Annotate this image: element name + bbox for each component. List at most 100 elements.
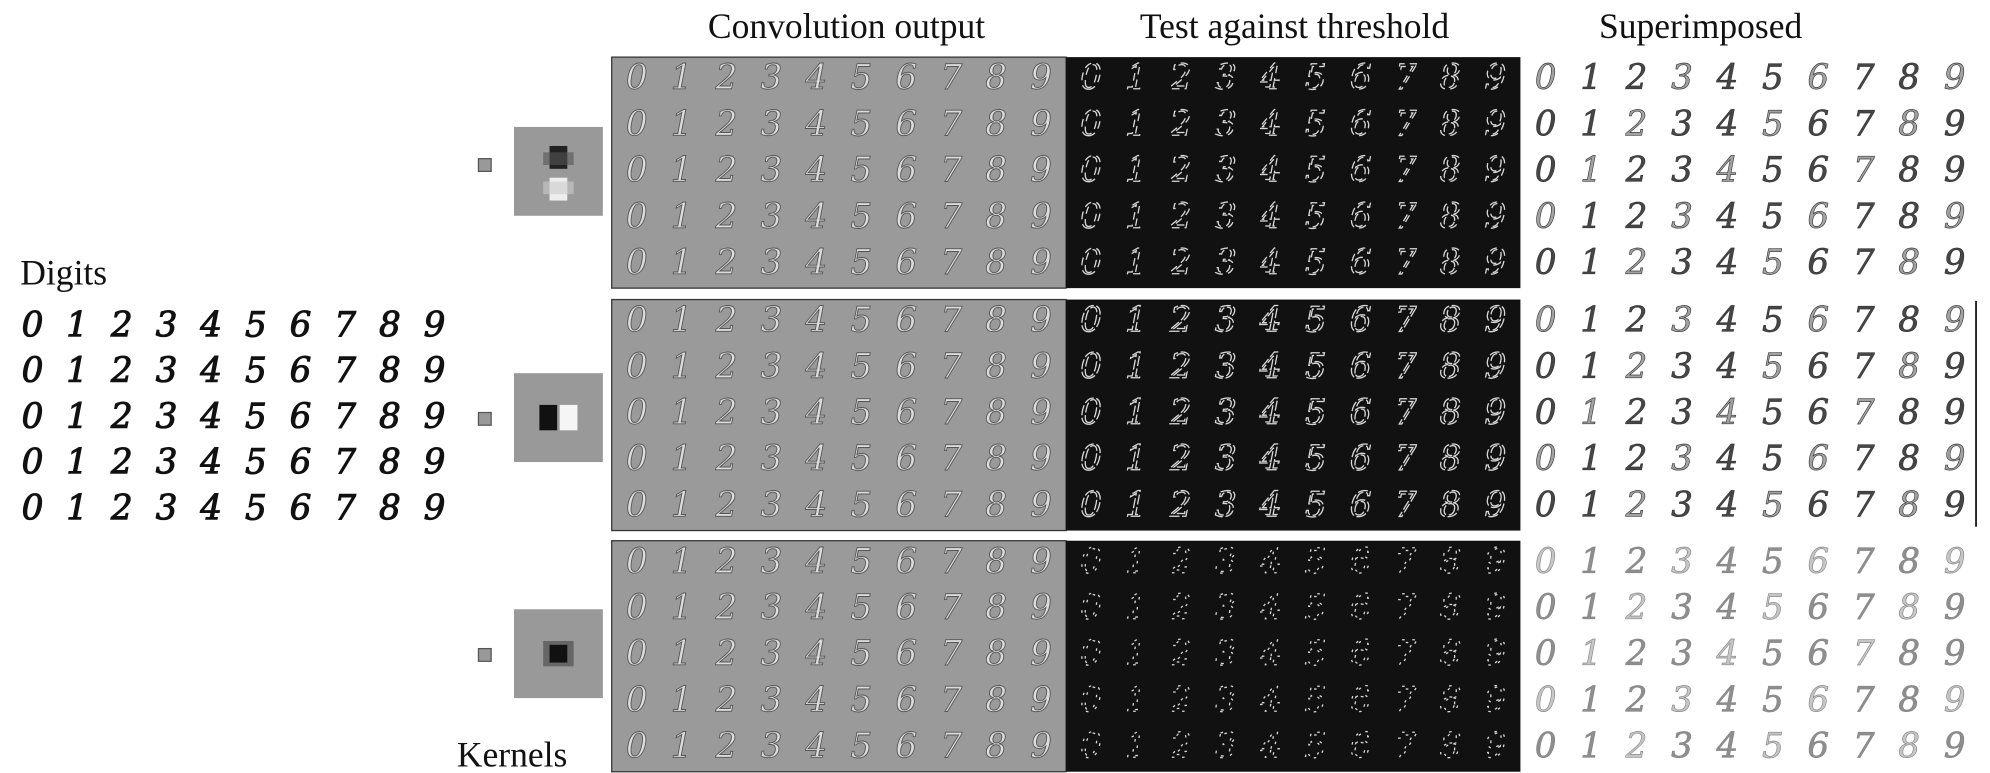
digit: 4: [805, 104, 828, 144]
digit: 9: [1030, 243, 1052, 283]
digit: 4: [805, 243, 828, 283]
digit: 4: [1259, 680, 1282, 720]
digit: 4: [1716, 393, 1739, 433]
digit: 9: [1485, 301, 1507, 341]
digit: 6: [895, 439, 917, 479]
digit: 5: [1305, 243, 1327, 283]
digit: 5: [1762, 243, 1784, 283]
digit: 4: [1716, 727, 1739, 767]
digit: 9: [424, 397, 446, 437]
digit: 7: [1853, 542, 1875, 582]
digit: 6: [1350, 151, 1372, 191]
digit: 3: [761, 347, 783, 387]
digit: 4: [1259, 58, 1282, 98]
digit: 8: [985, 347, 1007, 387]
digit: 1: [671, 151, 693, 191]
digit: 0: [22, 443, 44, 483]
digit: 8: [1898, 197, 1920, 237]
digit: 7: [940, 485, 962, 525]
digit: 2: [1169, 680, 1192, 720]
digit: 7: [940, 680, 962, 720]
digit: 6: [895, 588, 917, 628]
digit: 7: [1395, 485, 1417, 525]
digit: 9: [1944, 347, 1966, 387]
digit: 3: [1671, 151, 1693, 191]
digit: 8: [1440, 104, 1462, 144]
digit: 0: [1080, 485, 1102, 525]
digit: 1: [1580, 104, 1602, 144]
digit: 9: [1485, 727, 1507, 767]
digit: 6: [290, 351, 312, 391]
digit: 4: [1259, 151, 1282, 191]
digit: 2: [1625, 485, 1648, 525]
digit: 5: [1305, 347, 1327, 387]
digit: 0: [1535, 301, 1557, 341]
digit: 9: [1485, 542, 1507, 582]
digit: 9: [1030, 439, 1052, 479]
digit: 4: [1716, 347, 1739, 387]
digit: 7: [940, 151, 962, 191]
digit: 9: [1485, 439, 1507, 479]
digit: 4: [1259, 727, 1282, 767]
digit: 3: [1671, 439, 1693, 479]
digit: 6: [1807, 727, 1829, 767]
digit: 1: [671, 727, 693, 767]
digit: 2: [715, 151, 738, 191]
digit: 0: [626, 542, 648, 582]
digit: 8: [985, 197, 1007, 237]
digit: 6: [1807, 439, 1829, 479]
digit: 6: [1350, 393, 1372, 433]
digit: 3: [761, 58, 783, 98]
digit: 8: [985, 301, 1007, 341]
digit: 6: [1807, 301, 1829, 341]
digit: 5: [1305, 439, 1327, 479]
digit: 8: [379, 351, 401, 391]
digit: 0: [1535, 634, 1557, 674]
digit: 4: [1716, 301, 1739, 341]
digit: 0: [626, 301, 648, 341]
digit: 0: [1535, 680, 1557, 720]
digit: 5: [1762, 151, 1784, 191]
digit: 5: [850, 197, 872, 237]
digit: 3: [156, 351, 178, 391]
digit: 7: [334, 397, 356, 437]
digit: 5: [1305, 197, 1327, 237]
digit: 2: [1625, 347, 1648, 387]
digit: 3: [761, 243, 783, 283]
digit: 1: [671, 485, 693, 525]
digit: 6: [1350, 58, 1372, 98]
digit: 7: [1395, 588, 1417, 628]
digit: 0: [22, 351, 44, 391]
digit: 1: [671, 439, 693, 479]
digit: 5: [1305, 634, 1327, 674]
digit: 3: [1215, 542, 1237, 582]
digit: 3: [156, 397, 178, 437]
digit: 8: [1898, 151, 1920, 191]
digit: 3: [1671, 588, 1693, 628]
digit: 9: [1944, 58, 1966, 98]
digit: 7: [1395, 104, 1417, 144]
digit: 9: [1944, 393, 1966, 433]
digit: 8: [985, 634, 1007, 674]
digit: 7: [1853, 243, 1875, 283]
kernel: [478, 373, 602, 462]
digit: 0: [1535, 347, 1557, 387]
digit: 0: [1535, 727, 1557, 767]
digit: 6: [895, 485, 917, 525]
digit: 3: [761, 680, 783, 720]
digit: 0: [1080, 151, 1102, 191]
digit: 3: [761, 104, 783, 144]
digit: 3: [761, 439, 783, 479]
digit: 3: [1671, 197, 1693, 237]
digit: 7: [334, 488, 356, 528]
digit: 7: [1853, 301, 1875, 341]
digit: 4: [1259, 588, 1282, 628]
digit: 2: [1625, 301, 1648, 341]
digit: 9: [1030, 301, 1052, 341]
digit: 7: [1853, 588, 1875, 628]
digit: 8: [379, 305, 401, 345]
digit: 6: [895, 151, 917, 191]
digit: 7: [940, 393, 962, 433]
digit: 4: [805, 58, 828, 98]
digit: 0: [1080, 727, 1102, 767]
